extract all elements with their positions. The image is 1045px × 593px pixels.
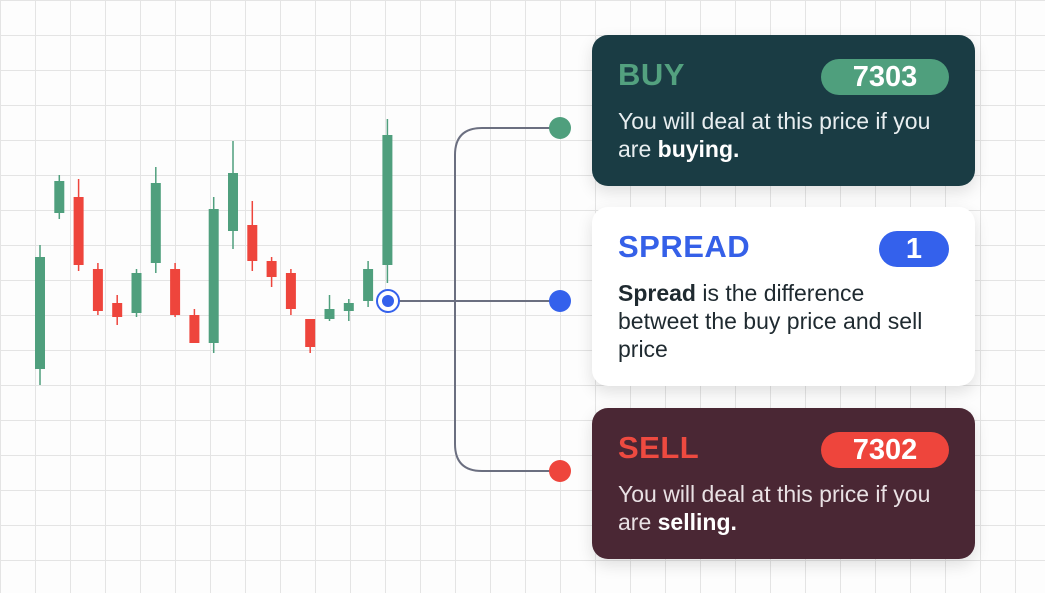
- spread-value-badge: 1: [879, 231, 949, 267]
- sell-description-text: You will deal at this price if you are: [618, 481, 931, 535]
- spread-card: SPREAD 1 Spread is the difference betwee…: [592, 207, 975, 386]
- buy-card: BUY 7303 You will deal at this price if …: [592, 35, 975, 186]
- buy-connector-dot: [549, 117, 571, 139]
- candle-body: [285, 273, 296, 309]
- candle-body: [382, 135, 393, 265]
- sell-price-badge: 7302: [821, 432, 949, 468]
- buy-connector-line: [454, 127, 560, 472]
- candle-body: [131, 273, 142, 313]
- buy-description-bold: buying.: [657, 136, 740, 162]
- candle-body: [150, 183, 161, 263]
- price-marker-dot: [382, 295, 394, 307]
- candle-body: [73, 197, 84, 265]
- candle-body: [305, 319, 316, 347]
- sell-description-bold: selling.: [657, 509, 737, 535]
- spread-description: Spread is the difference betweet the buy…: [618, 279, 949, 363]
- candle-body: [247, 225, 258, 261]
- sell-description: You will deal at this price if you are s…: [618, 480, 949, 536]
- sell-card: SELL 7302 You will deal at this price if…: [592, 408, 975, 559]
- connector-group: [376, 117, 571, 482]
- spread-description-bold: Spread: [618, 280, 696, 306]
- candle-body: [170, 269, 181, 315]
- candle-body: [112, 303, 123, 317]
- candle-body: [208, 209, 219, 343]
- candle-body: [266, 261, 277, 277]
- buy-title: BUY: [618, 57, 685, 92]
- sell-title: SELL: [618, 430, 700, 465]
- buy-description: You will deal at this price if you are b…: [618, 107, 949, 163]
- spread-title: SPREAD: [618, 229, 751, 264]
- spread-description-text: is the difference betweet the buy price …: [618, 280, 923, 362]
- candle-body: [92, 269, 103, 311]
- candle-body: [228, 173, 238, 231]
- candle-body: [189, 315, 200, 343]
- buy-price-badge: 7303: [821, 59, 949, 95]
- buy-description-text: You will deal at this price if you are: [618, 108, 931, 162]
- candles-group: [35, 119, 393, 385]
- candle-body: [324, 309, 335, 319]
- spread-connector-dot: [549, 290, 571, 312]
- candle-body: [54, 181, 65, 213]
- candle-body: [35, 257, 45, 369]
- candle-body: [343, 303, 354, 311]
- sell-connector-dot: [549, 460, 571, 482]
- candle-body: [363, 269, 374, 301]
